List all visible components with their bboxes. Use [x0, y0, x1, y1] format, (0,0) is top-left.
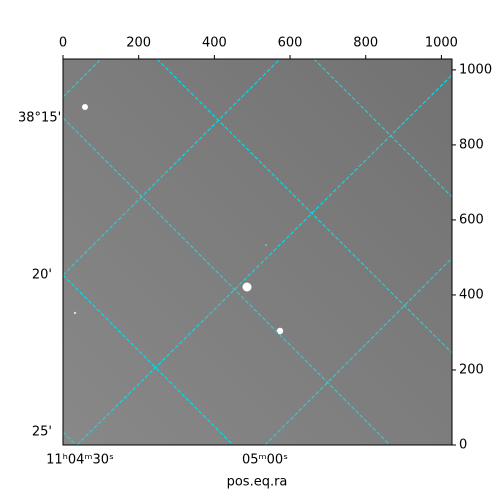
world-grid: [63, 59, 452, 445]
y-tick-label: 600: [459, 212, 484, 227]
image: [63, 59, 452, 445]
x-axis-label: pos.eq.ra: [227, 475, 288, 490]
star: [242, 282, 252, 292]
x-tick-label: 1000: [425, 36, 458, 51]
y-tick-label: 1000: [459, 62, 492, 77]
world-y-label: 25': [32, 425, 52, 440]
star: [265, 244, 267, 246]
world-x-label: 11ʰ04ᵐ30ˢ: [46, 453, 114, 468]
y-tick-label: 800: [459, 137, 484, 152]
grid-line: [313, 59, 452, 198]
y-tick-label: 0: [459, 438, 467, 453]
grid-line: [264, 257, 452, 445]
grid-line: [76, 74, 452, 445]
star: [276, 327, 284, 335]
frame: [62, 58, 453, 446]
x-tick-label: 400: [202, 36, 227, 51]
grid-line: [156, 59, 452, 354]
star: [73, 311, 77, 315]
x-tick-label: 200: [126, 36, 151, 51]
x-tick-label: 600: [278, 36, 303, 51]
grid-line: [63, 117, 391, 445]
star: [82, 104, 88, 110]
x-tick-label: 0: [59, 36, 67, 51]
y-tick-label: 200: [459, 362, 484, 377]
world-y-label: 20': [32, 268, 52, 283]
grid-line: [63, 274, 234, 445]
y-tick-label: 400: [459, 287, 484, 302]
grid-line: [63, 431, 77, 445]
world-y-label: 38°15': [18, 111, 61, 126]
grid-line: [63, 59, 102, 98]
world-x-label: 05ᵐ00ˢ: [242, 453, 288, 468]
x-tick-label: 800: [353, 36, 378, 51]
sources: [73, 104, 284, 335]
grid-line: [63, 59, 281, 276]
